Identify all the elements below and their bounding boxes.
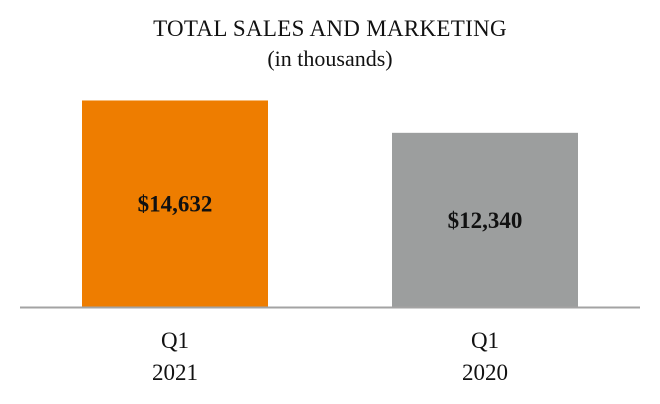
category-label-line1-0: Q1 <box>161 328 189 353</box>
bar-1 <box>392 132 578 307</box>
bar-value-label-1: $12,340 <box>448 208 523 233</box>
bar-value-label-0: $14,632 <box>138 192 213 217</box>
chart-title: TOTAL SALES AND MARKETING <box>153 16 507 41</box>
category-label-line2-1: 2020 <box>462 360 508 385</box>
bar-0 <box>82 100 268 308</box>
chart-title-block: TOTAL SALES AND MARKETING (in thousands) <box>0 14 660 74</box>
chart-subtitle: (in thousands) <box>267 46 393 71</box>
category-label-line2-0: 2021 <box>152 360 198 385</box>
category-label-line1-1: Q1 <box>471 328 499 353</box>
